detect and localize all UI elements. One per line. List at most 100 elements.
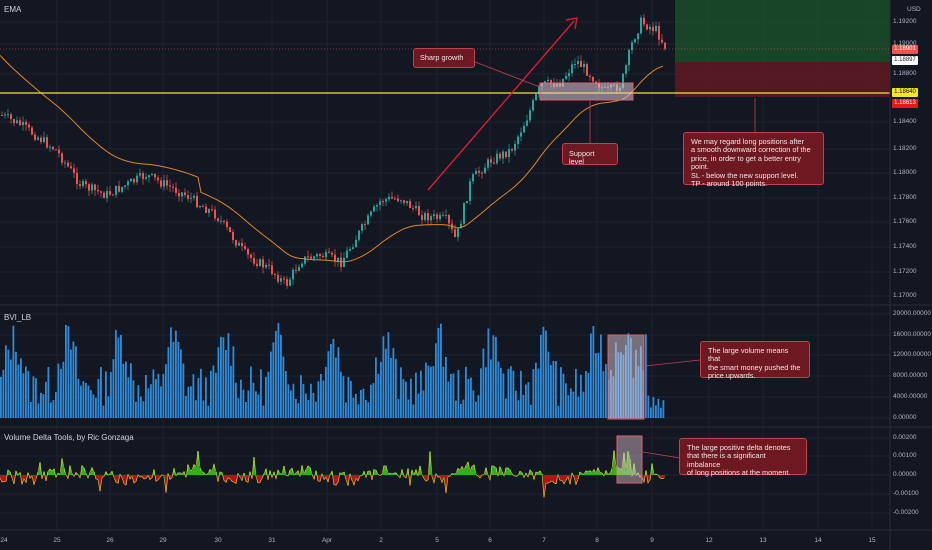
candle-body <box>205 206 207 213</box>
volume-delta-series <box>0 450 665 498</box>
delta-note-line: of long positions at the moment. <box>687 468 791 478</box>
time-tick: 30 <box>214 537 222 544</box>
volume-bar <box>62 361 65 418</box>
candle-body <box>499 153 501 159</box>
volume-bar <box>127 377 130 418</box>
candle-body <box>286 279 288 286</box>
support-box <box>539 82 634 101</box>
sharp-growth-callout[interactable]: Sharp growth <box>413 48 475 68</box>
candle-body <box>436 214 438 220</box>
volume-bar <box>570 388 572 418</box>
candle-body <box>58 149 60 154</box>
volume-bar <box>327 351 330 418</box>
time-tick: 31 <box>268 537 276 544</box>
candle-body <box>349 248 351 251</box>
volume-bar <box>362 388 365 418</box>
time-tick: 5 <box>435 537 439 544</box>
time-tick: 12 <box>705 537 713 544</box>
delta-note-callout[interactable]: The large positive delta denotes that th… <box>679 438 807 478</box>
volume-bar <box>590 333 592 418</box>
price-tick: 1.17400 <box>893 243 917 250</box>
support-level-callout[interactable]: Support level <box>562 143 618 166</box>
price-tick: 1.19000 <box>893 40 917 47</box>
volume-bar <box>527 382 530 418</box>
delta-pane-label[interactable]: Volume Delta Tools, by Ric Gonzaga <box>4 433 134 442</box>
trade-plan-callout[interactable]: We may regard long positions after a smo… <box>683 132 824 188</box>
volume-bar <box>292 383 295 418</box>
trade-plan-line: We may regard long positions after <box>691 137 805 146</box>
volume-bar <box>470 377 472 418</box>
candle-body <box>571 64 573 74</box>
volume-bar <box>585 370 587 418</box>
candle-body <box>10 114 12 120</box>
candle-body <box>391 196 393 199</box>
volume-bar <box>437 327 440 418</box>
volume-tick: 8000.00000 <box>893 372 928 379</box>
candle-body <box>367 215 369 225</box>
volume-bar <box>347 376 350 418</box>
candle-body <box>352 247 354 249</box>
candle-body <box>37 137 39 140</box>
volume-bar <box>350 381 352 418</box>
volume-bar <box>250 366 252 418</box>
volume-bar <box>50 402 52 418</box>
volume-bar <box>645 334 647 418</box>
candle-body <box>49 146 51 148</box>
volume-bar <box>20 358 22 418</box>
volume-bar <box>315 401 317 418</box>
indicator-legend-ema[interactable]: EMA <box>4 5 22 14</box>
candle-body <box>646 24 648 30</box>
candle-body <box>124 185 126 187</box>
volume-bar <box>75 346 77 418</box>
candle-body <box>271 265 273 274</box>
volume-bar <box>330 344 332 418</box>
candle-body <box>268 264 270 266</box>
volume-bar <box>180 349 182 418</box>
candle-body <box>622 73 624 89</box>
candle-body <box>4 114 6 116</box>
candle-body <box>142 173 144 179</box>
volume-pane-label[interactable]: BVI_LB <box>4 313 32 322</box>
candle-body <box>154 173 156 178</box>
candle-body <box>316 254 318 257</box>
volume-bar <box>447 381 450 418</box>
volume-bar <box>487 328 490 418</box>
volume-bar <box>310 383 312 418</box>
candle-body <box>289 279 291 286</box>
volume-bar <box>650 407 652 418</box>
volume-bar <box>65 324 67 418</box>
volume-bar <box>565 383 567 418</box>
volume-bar <box>395 358 397 418</box>
volume-bar <box>275 330 277 418</box>
volume-bar <box>430 366 432 418</box>
candle-body <box>403 200 405 204</box>
volume-bar <box>195 400 197 418</box>
candle-body <box>307 256 309 258</box>
volume-bar <box>185 395 187 418</box>
candle-body <box>430 216 432 221</box>
volume-bar <box>145 374 147 418</box>
candle-body <box>382 201 384 203</box>
candle-body <box>523 125 525 133</box>
volume-bar <box>305 393 307 418</box>
candle-body <box>16 120 18 124</box>
candle-body <box>202 206 204 208</box>
volume-highlight-box <box>607 334 645 420</box>
candle-body <box>52 146 54 150</box>
candle-body <box>661 39 663 43</box>
volume-bar <box>512 370 515 418</box>
candle-body <box>427 213 429 221</box>
candle-body <box>376 205 378 207</box>
volume-bar <box>22 373 25 418</box>
candle-body <box>487 159 489 168</box>
volume-bar <box>97 379 100 418</box>
volume-note-callout[interactable]: The large volume means that the smart mo… <box>700 341 810 380</box>
candle-body <box>328 251 330 253</box>
delta-tick: 0.00100 <box>893 452 917 459</box>
candle-body <box>256 263 258 267</box>
candle-body <box>121 186 123 192</box>
volume-bar <box>217 347 220 418</box>
volume-bar <box>212 365 215 418</box>
volume-bar <box>257 394 260 418</box>
